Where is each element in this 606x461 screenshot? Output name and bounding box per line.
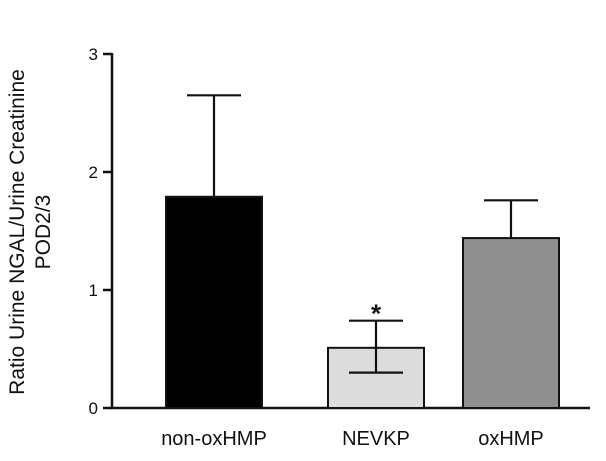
x-axis-labels: non-oxHMP NEVKP oxHMP — [161, 428, 544, 450]
y-tick-label: 0 — [89, 399, 98, 418]
bar-non-oxhmp — [165, 195, 263, 409]
x-tick-label: oxHMP — [478, 428, 544, 450]
y-tick-label: 2 — [89, 163, 98, 182]
y-axis-title-line2: POD2/3 — [32, 195, 55, 270]
y-axis-title-line1: Ratio Urine NGAL/Urine Creatinine — [6, 69, 29, 395]
y-tick-label: 1 — [89, 281, 98, 300]
error-bars — [187, 94, 538, 374]
significance-marker: * — [371, 299, 382, 329]
x-tick-label: non-oxHMP — [161, 428, 267, 450]
y-axis-title: Ratio Urine NGAL/Urine Creatinine POD2/3 — [6, 69, 55, 395]
x-tick-label: NEVKP — [342, 428, 410, 450]
bars — [165, 195, 560, 410]
y-tick-label: 3 — [89, 45, 98, 64]
y-axis-ticks: 0 1 2 3 — [89, 45, 112, 418]
annotations: * — [371, 299, 382, 329]
bar-oxhmp — [462, 237, 560, 409]
